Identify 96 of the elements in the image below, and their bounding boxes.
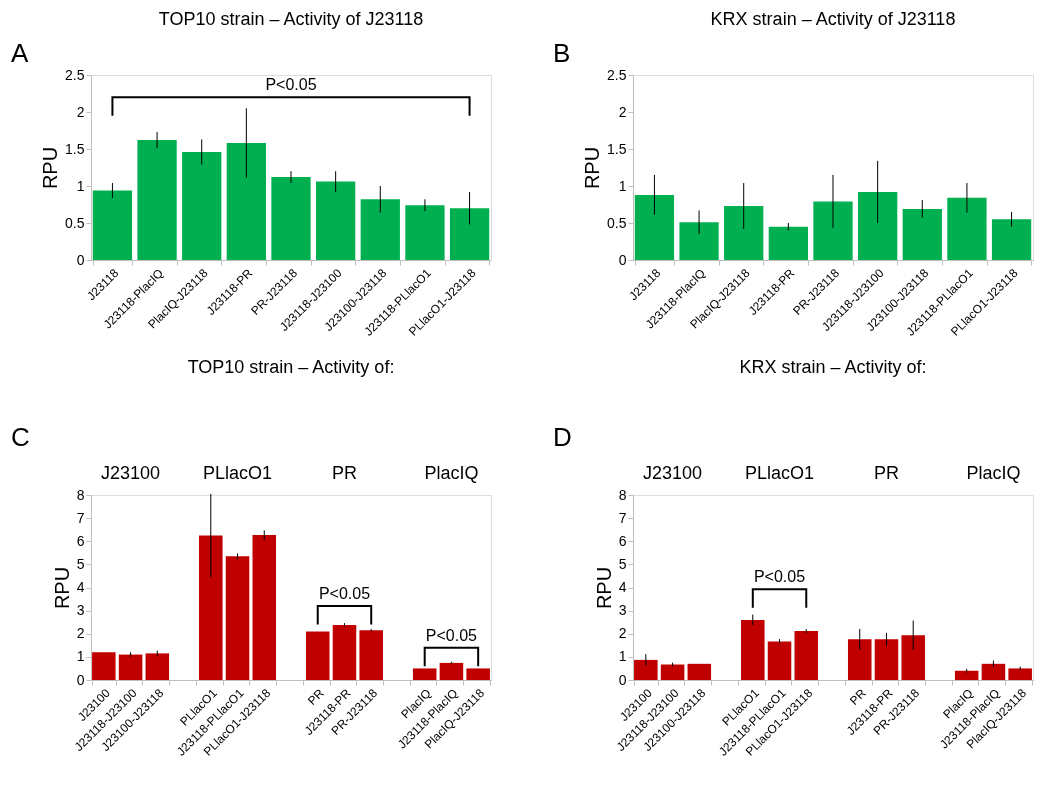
text: J23100	[101, 463, 161, 483]
y-tick-label: 2	[618, 625, 627, 642]
bar	[634, 194, 675, 260]
bar	[741, 619, 765, 680]
text: PR	[873, 463, 899, 483]
bar	[118, 654, 143, 680]
bar	[225, 556, 250, 680]
bar	[901, 635, 925, 680]
y-tick-label: 1	[618, 648, 627, 665]
y-tick-label: 0.5	[607, 214, 627, 231]
bar	[466, 668, 490, 680]
bar	[1008, 668, 1032, 680]
chart-title: TOP10 strain – Activity of:	[187, 357, 395, 377]
annotation: P<0.05	[753, 568, 806, 586]
y-axis-title: RPU	[581, 146, 604, 190]
bar	[137, 140, 177, 260]
bar	[794, 630, 819, 680]
bar	[724, 205, 764, 260]
y-tick-label: 1.5	[65, 140, 85, 157]
bar	[182, 151, 222, 260]
bar	[226, 143, 266, 260]
bar	[660, 664, 685, 680]
y-tick-label: 2.5	[65, 66, 85, 83]
bar	[947, 197, 987, 260]
bar	[332, 624, 357, 680]
y-tick-label: 0	[618, 251, 627, 268]
annotation: P<0.05	[425, 626, 478, 644]
bar	[359, 630, 383, 680]
y-axis-title: RPU	[592, 566, 615, 610]
y-tick-label: 3	[618, 602, 627, 619]
bar	[847, 639, 872, 680]
y-tick-label: 7	[618, 509, 627, 526]
bar	[199, 535, 223, 680]
bar	[687, 663, 712, 680]
y-tick-label: 3	[76, 602, 85, 619]
bar	[768, 226, 808, 260]
bar	[316, 181, 356, 260]
text: PlacIQ	[966, 463, 1021, 483]
bar	[271, 177, 311, 260]
y-tick-label: 2	[76, 103, 85, 120]
bar	[92, 652, 116, 680]
text: C	[11, 422, 30, 452]
y-tick-label: 4	[618, 579, 627, 595]
text: PLlacO1	[745, 463, 815, 483]
bar	[634, 659, 658, 680]
bar	[954, 670, 979, 680]
chart-title: TOP10 strain – Activity of J23118	[158, 9, 424, 29]
y-tick-label: 2	[76, 625, 85, 642]
y-tick-label: 1	[76, 177, 85, 194]
y-tick-label: 0	[76, 671, 85, 688]
chart-title: KRX strain – Activity of:	[739, 357, 927, 377]
bar	[305, 631, 330, 680]
bar	[858, 191, 898, 260]
bar	[902, 208, 942, 260]
y-axis-title: RPU	[39, 146, 62, 190]
y-axis-title: RPU	[50, 566, 73, 610]
y-tick-label: 6	[76, 532, 85, 549]
y-tick-label: 5	[76, 555, 85, 572]
y-tick-label: 0	[618, 671, 627, 688]
y-tick-label: 8	[618, 486, 627, 503]
y-tick-label: 1.5	[607, 140, 627, 157]
bar	[767, 641, 792, 680]
text: D	[553, 422, 572, 452]
y-tick-label: 1	[618, 177, 627, 194]
bar	[92, 190, 133, 260]
annotation: P<0.05	[318, 585, 371, 602]
y-tick-label: 0.5	[65, 214, 85, 231]
text: PLlacO1	[203, 463, 273, 483]
y-tick-label: 1	[76, 648, 85, 665]
annotation: P<0.05	[265, 76, 317, 94]
y-tick-label: 5	[618, 555, 627, 572]
bar	[405, 205, 445, 260]
text: J23100	[643, 463, 703, 483]
text: A	[11, 38, 29, 68]
bar	[981, 663, 1006, 680]
bar	[874, 639, 899, 680]
y-tick-label: 2	[618, 103, 627, 120]
y-tick-label: 6	[618, 532, 627, 549]
y-tick-label: 4	[76, 579, 85, 595]
y-tick-label: 0	[76, 251, 85, 268]
chart-title: KRX strain – Activity of J23118	[710, 9, 956, 29]
bar	[412, 668, 437, 680]
text: PlacIQ	[424, 463, 479, 483]
y-tick-label: 8	[76, 486, 85, 503]
bar	[813, 201, 853, 260]
bar	[360, 199, 400, 260]
y-tick-label: 7	[76, 509, 85, 526]
bar	[449, 208, 490, 260]
bar	[145, 653, 170, 680]
y-tick-label: 2.5	[607, 66, 627, 83]
bar	[252, 535, 277, 680]
bar	[991, 219, 1032, 260]
bar	[679, 222, 719, 260]
bar	[439, 662, 464, 680]
text: B	[553, 38, 571, 68]
text: PR	[331, 463, 357, 483]
